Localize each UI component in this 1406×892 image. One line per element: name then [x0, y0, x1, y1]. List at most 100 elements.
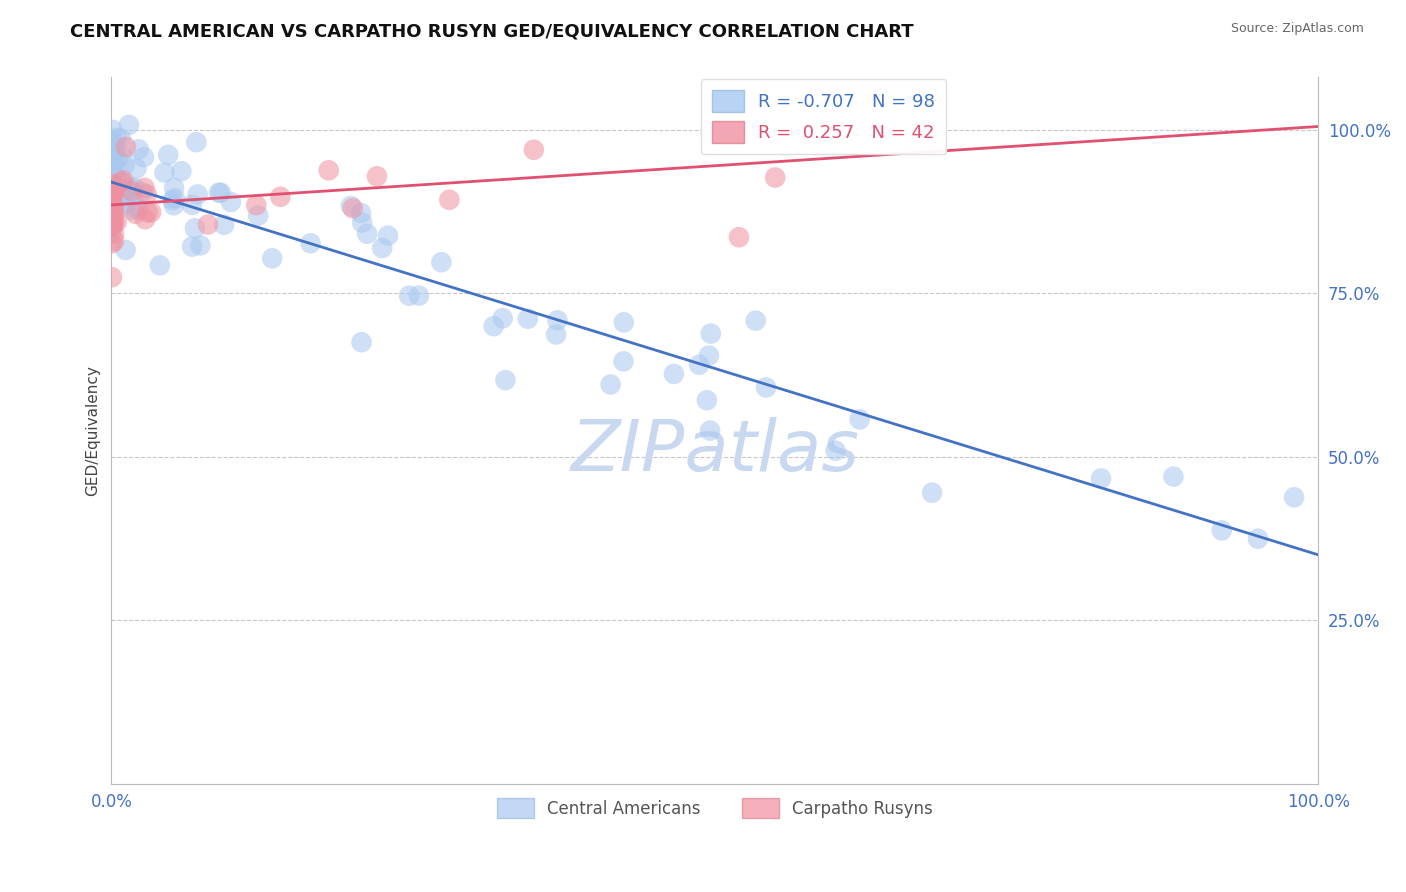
Point	[350, 206, 373, 220]
Point	[352, 216, 374, 230]
Point	[104, 141, 127, 155]
Point	[135, 187, 157, 202]
Point	[339, 199, 361, 213]
Point	[100, 216, 122, 230]
Point	[103, 214, 125, 228]
Point	[187, 187, 209, 202]
Point	[755, 380, 778, 394]
Point	[141, 205, 163, 219]
Point	[103, 227, 125, 241]
Point	[103, 165, 125, 179]
Point	[128, 202, 150, 217]
Point	[439, 193, 461, 207]
Point	[763, 170, 786, 185]
Point	[492, 311, 515, 326]
Point	[131, 186, 153, 200]
Point	[212, 218, 235, 232]
Point	[101, 270, 124, 285]
Point	[118, 118, 141, 132]
Point	[245, 198, 267, 212]
Point	[103, 207, 125, 221]
Point	[613, 315, 636, 329]
Point	[110, 183, 132, 197]
Point	[101, 177, 124, 191]
Point	[100, 158, 122, 172]
Point	[103, 234, 125, 248]
Point	[377, 228, 399, 243]
Point	[163, 191, 186, 205]
Point	[114, 198, 136, 212]
Point	[124, 180, 146, 194]
Point	[366, 169, 388, 184]
Point	[112, 173, 135, 187]
Point	[100, 184, 122, 198]
Point	[121, 186, 143, 201]
Point	[125, 199, 148, 213]
Point	[134, 212, 156, 227]
Point	[699, 424, 721, 438]
Point	[1211, 524, 1233, 538]
Point	[544, 327, 567, 342]
Point	[100, 187, 122, 202]
Point	[546, 313, 568, 327]
Point	[612, 354, 634, 368]
Y-axis label: GED/Equivalency: GED/Equivalency	[86, 365, 100, 496]
Point	[100, 219, 122, 233]
Point	[662, 367, 685, 381]
Point	[101, 123, 124, 137]
Point	[299, 236, 322, 251]
Point	[1247, 532, 1270, 546]
Point	[104, 186, 127, 201]
Point	[105, 215, 128, 229]
Point	[184, 221, 207, 235]
Point	[136, 205, 159, 219]
Point	[101, 190, 124, 204]
Point	[163, 181, 186, 195]
Point	[124, 207, 146, 221]
Point	[121, 184, 143, 198]
Point	[100, 181, 122, 195]
Text: CENTRAL AMERICAN VS CARPATHO RUSYN GED/EQUIVALENCY CORRELATION CHART: CENTRAL AMERICAN VS CARPATHO RUSYN GED/E…	[70, 22, 914, 40]
Point	[103, 201, 125, 215]
Point	[100, 217, 122, 231]
Point	[104, 169, 127, 184]
Point	[100, 149, 122, 163]
Point	[101, 209, 124, 223]
Point	[170, 164, 193, 178]
Legend: Central Americans, Carpatho Rusyns: Central Americans, Carpatho Rusyns	[491, 791, 939, 825]
Point	[162, 194, 184, 208]
Point	[153, 166, 176, 180]
Point	[824, 443, 846, 458]
Point	[516, 311, 538, 326]
Point	[157, 148, 180, 162]
Point	[181, 239, 204, 253]
Point	[115, 140, 138, 154]
Point	[134, 181, 156, 195]
Point	[262, 252, 284, 266]
Point	[121, 202, 143, 217]
Point	[100, 198, 122, 212]
Point	[128, 142, 150, 156]
Point	[208, 186, 231, 200]
Point	[100, 226, 122, 240]
Point	[494, 373, 516, 387]
Point	[101, 133, 124, 147]
Point	[269, 190, 291, 204]
Point	[700, 326, 723, 341]
Point	[350, 335, 373, 350]
Point	[848, 412, 870, 426]
Point	[1090, 471, 1112, 485]
Point	[105, 130, 128, 145]
Point	[219, 194, 242, 209]
Point	[190, 238, 212, 252]
Point	[921, 485, 943, 500]
Point	[209, 186, 232, 200]
Point	[356, 227, 378, 241]
Point	[163, 198, 186, 212]
Point	[101, 217, 124, 231]
Point	[110, 132, 132, 146]
Point	[100, 236, 122, 251]
Point	[103, 196, 125, 211]
Point	[696, 393, 718, 408]
Point	[186, 135, 208, 149]
